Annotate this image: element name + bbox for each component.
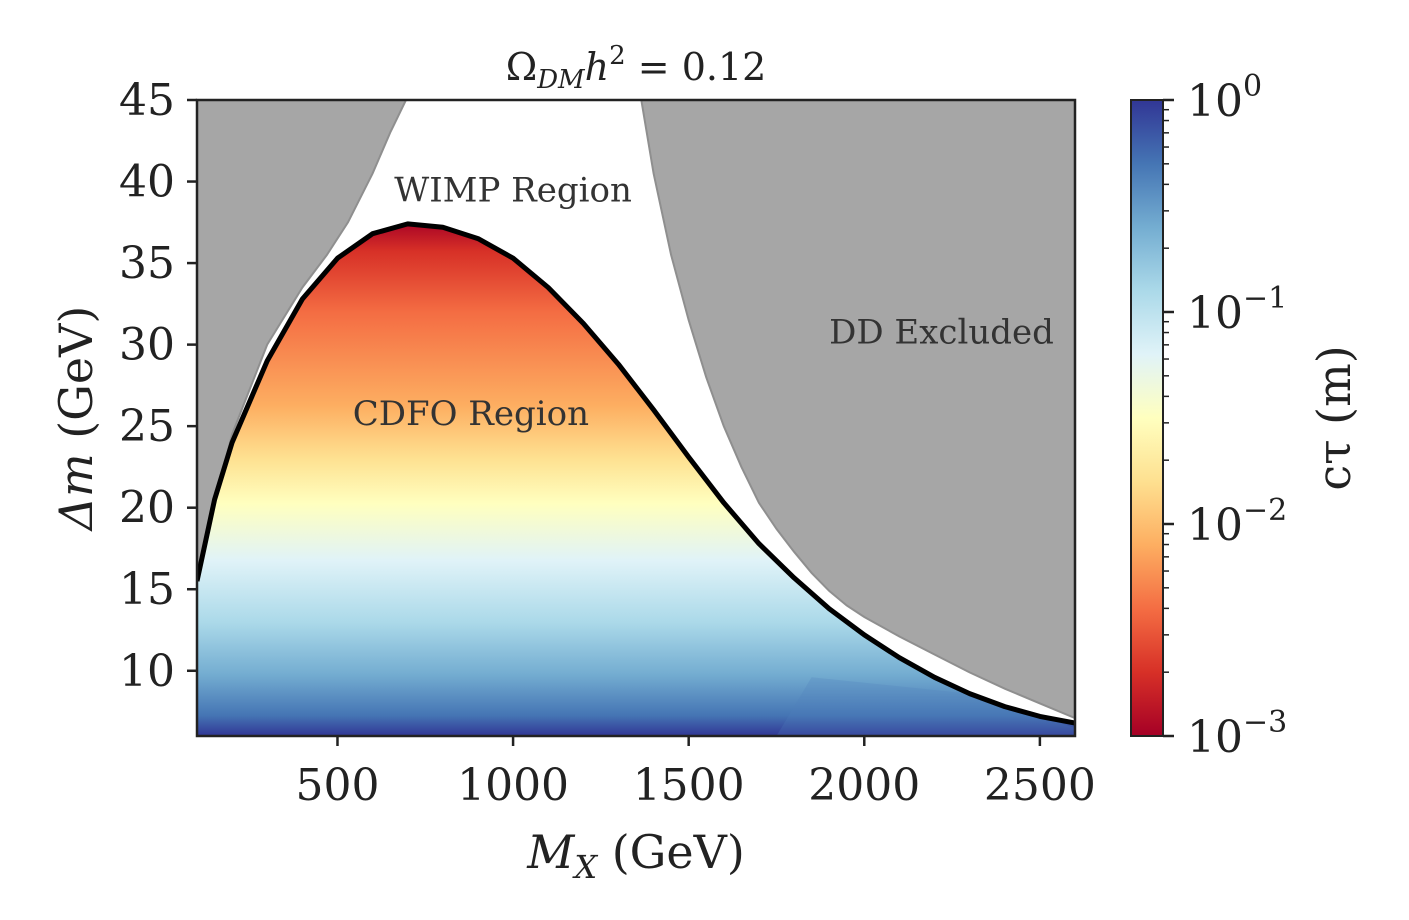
colorbar: 100 10−1 10−2 10−3 cτ (m) [1130,69,1361,763]
x-tick-label: 1000 [457,760,569,811]
y-tick-label: 25 [119,401,175,452]
colorbar-label: cτ (m) [1307,345,1361,490]
colorbar-minor-ticks [1163,108,1169,673]
x-tick-label: 2000 [808,760,920,811]
colorbar-tick-label: 10−3 [1187,705,1287,763]
colorbar-tick-label: 10−1 [1187,281,1287,339]
x-tick-label: 2500 [984,760,1096,811]
annotation-cdfo-region: CDFO Region [353,394,589,434]
colorbar-major-ticks: 100 10−1 10−2 10−3 [1163,69,1287,763]
dd-excluded-right-region [640,100,1075,736]
colorbar-fill [1131,100,1163,736]
y-tick-label: 15 [119,564,175,615]
cdfo-boundary-line [197,221,1075,726]
annotation-dd-excluded: DD Excluded [829,313,1054,353]
colorbar-tick-label: 100 [1187,69,1262,127]
plot-frame [195,98,1077,738]
x-axis-label: MX (GeV) [526,825,745,886]
x-axis-ticks: 500 1000 1500 2000 2500 [295,736,1096,811]
x-tick-label: 1500 [633,760,745,811]
y-tick-label: 20 [119,483,175,534]
colorbar-tick-label: 10−2 [1187,493,1287,551]
chart-title: ΩDMh2 = 0.12 [506,41,767,95]
y-axis-label: Δm (GeV) [49,306,103,533]
annotation-wimp-region: WIMP Region [394,171,632,211]
x-tick-label: 500 [295,760,379,811]
y-tick-label: 45 [119,75,175,126]
y-axis-ticks: 10 15 20 25 30 35 40 45 [119,75,197,697]
colorbar-frame [1130,99,1164,737]
y-tick-label: 40 [119,157,175,208]
plot-area [197,100,1075,736]
cdfo-lower-blue-band [776,677,1075,736]
y-tick-label: 30 [119,320,175,371]
y-tick-label: 35 [119,238,175,289]
y-tick-label: 10 [119,646,175,697]
